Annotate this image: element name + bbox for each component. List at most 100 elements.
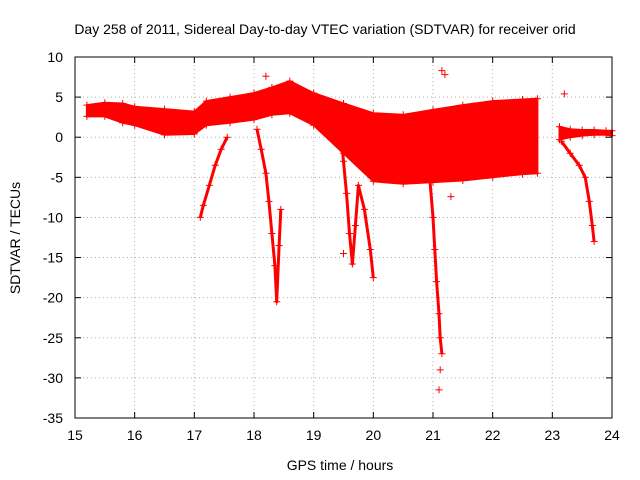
- y-tick-label: -25: [43, 330, 63, 346]
- sdtvar-band-upper-envelope-point: [429, 106, 437, 114]
- chart-title: Day 258 of 2011, Sidereal Day-to-day VTE…: [74, 21, 575, 37]
- sdtvar-band-lower-envelope-point: [399, 180, 407, 188]
- sdtvar-band-lower-envelope-point: [250, 116, 258, 124]
- dip-near-21-1-h-trace: [428, 181, 444, 354]
- sdtvar-band-upper-envelope-point: [268, 84, 276, 91]
- sdtvar-band-lower-envelope-point: [226, 119, 234, 127]
- dip-near-23-6-h-point: [581, 173, 589, 181]
- plot-frame: [74, 56, 613, 419]
- x-axis-label: GPS time / hours: [287, 457, 394, 473]
- dip-near-19-6-h-point: [343, 189, 350, 197]
- dip-near-21-1-h-point: [429, 213, 437, 221]
- dip-near-17-3-h-point: [205, 181, 213, 189]
- dip-near-21-1-h-point: [436, 334, 444, 342]
- dip-near-23-6-h-point: [585, 197, 593, 205]
- outliers-point: [435, 386, 443, 394]
- outliers-point: [438, 67, 446, 75]
- dip-near-18-3-h-point: [253, 125, 261, 133]
- sdtvar-band-lower-envelope-point: [459, 177, 467, 184]
- outliers-point: [436, 366, 444, 374]
- outliers-point: [447, 193, 455, 201]
- segment-23-1-24-h-lower-point: [556, 136, 563, 144]
- dip-near-23-6-h-point: [588, 222, 596, 229]
- axis-ticks: [74, 56, 613, 419]
- sdtvar-band-lower-envelope-point: [489, 173, 497, 181]
- sdtvar-band-upper-envelope-point: [202, 97, 210, 105]
- sdtvar-band-upper-envelope-point: [519, 96, 526, 103]
- dip-near-19-6-h-point: [366, 246, 374, 253]
- dip-near-21-1-h-point: [435, 310, 443, 318]
- sdtvar-band-upper-envelope-point: [190, 108, 198, 116]
- sdtvar-band-upper-envelope-point: [489, 97, 497, 105]
- dip-near-23-6-h-trace: [560, 140, 596, 242]
- x-tick-label: 17: [187, 427, 203, 443]
- y-tick-label: 5: [55, 89, 63, 105]
- dip-near-23-6-h-point: [590, 238, 598, 245]
- x-tick-label: 16: [127, 427, 143, 443]
- dip-near-19-6-h-point: [348, 260, 356, 268]
- y-axis-label: SDTVAR / TECUs: [7, 182, 23, 294]
- dip-near-19-6-h-point: [354, 181, 362, 189]
- dip-near-18-3-h-point: [265, 197, 273, 205]
- dip-near-23-6-h-point: [575, 161, 583, 169]
- sdtvar-band-lower-envelope-point: [202, 121, 210, 129]
- sdtvar-band-lower-envelope-point: [190, 130, 198, 138]
- outliers-point: [441, 71, 449, 79]
- sdtvar-band-upper-envelope-point: [286, 77, 294, 85]
- sdtvar-band-lower-envelope-point: [369, 177, 377, 185]
- sdtvar-band-upper-envelope-point: [369, 109, 377, 117]
- y-tick-label: 10: [47, 49, 63, 65]
- y-tick-label: -10: [43, 209, 63, 225]
- dip-near-21-1-h-point: [426, 177, 434, 185]
- y-tick-label: -20: [43, 290, 63, 306]
- dip-near-18-3-h-point: [277, 205, 285, 213]
- sdtvar-band-upper-envelope-point: [310, 89, 318, 97]
- sdtvar-band-lower-envelope-point: [310, 121, 318, 129]
- sdtvar-band-lower-envelope-point: [161, 131, 168, 139]
- segment-23-1-24-h-lower-point: [566, 133, 574, 141]
- outliers-point: [340, 250, 347, 257]
- x-tick-label: 15: [67, 427, 83, 443]
- x-tick-label: 19: [306, 427, 322, 443]
- dip-near-18-3-h-trace: [255, 128, 283, 304]
- x-tick-label: 23: [545, 427, 561, 443]
- dip-near-17-3-h-point: [211, 161, 219, 169]
- data-points: [83, 67, 616, 394]
- x-tick-label: 18: [246, 427, 262, 443]
- outliers-point: [560, 90, 568, 98]
- sdtvar-band-upper-envelope-point: [340, 100, 347, 107]
- dip-near-18-3-h-point: [271, 262, 279, 270]
- dip-near-17-3-h-point: [196, 213, 204, 221]
- segment-23-1-24-h-lower-point: [590, 131, 598, 139]
- tick-labels: 15 16 17 18 19 20 21 22 23 24 10 5 0 -5 -10 -15 -20 -25 -3…: [43, 49, 620, 443]
- dip-near-23-6-h-point: [566, 149, 574, 157]
- sdtvar-band-upper-envelope-point: [250, 89, 258, 97]
- sdtvar-band: [85, 80, 539, 185]
- dip-near-17-3-h-point: [199, 201, 207, 209]
- sdtvar-band-upper-envelope-point: [101, 99, 109, 107]
- sdtvar-band-lower-envelope-point: [83, 112, 91, 120]
- sdtvar-band-upper-envelope-point: [533, 95, 541, 103]
- sdtvar-band-lower-envelope-point: [268, 111, 276, 119]
- dip-near-19-6-h-point: [351, 222, 359, 229]
- dip-near-18-3-h-point: [273, 298, 281, 306]
- segment-23-1-24-h-lower-point: [578, 132, 586, 140]
- segment-23-1-24-h-upper-point: [556, 123, 563, 131]
- x-tick-label: 24: [604, 427, 620, 443]
- dip-near-21-1-h-point: [433, 278, 441, 286]
- dip-near-19-6-h-point: [360, 205, 368, 213]
- x-tick-label: 20: [366, 427, 382, 443]
- sdtvar-band-upper-envelope-point: [131, 103, 139, 111]
- dip-near-21-1-h-point: [438, 350, 446, 358]
- y-tick-label: -35: [43, 410, 63, 426]
- outliers-point: [262, 72, 270, 80]
- dip-near-18-3-h-point: [257, 145, 265, 153]
- y-tick-label: -5: [51, 169, 64, 185]
- dip-near-19-6-h-point: [337, 125, 344, 133]
- sdtvar-band-lower-envelope-point: [131, 121, 139, 129]
- sdtvar-band-upper-envelope-point: [119, 100, 127, 107]
- sdtvar-band-lower-envelope-point: [286, 109, 294, 117]
- dip-near-18-3-h-point: [275, 242, 283, 249]
- sdtvar-band-upper-envelope-point: [459, 101, 467, 109]
